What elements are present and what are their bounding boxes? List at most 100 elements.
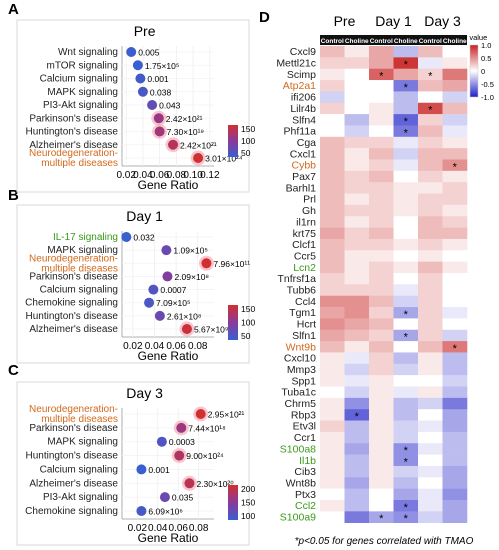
category-label: Calcium signaling: [40, 74, 118, 85]
heatmap-cell: [369, 227, 394, 240]
heatmap-cell: [369, 80, 394, 92]
p-value-label: 7.44×10¹⁸: [188, 423, 226, 433]
data-point: [184, 478, 195, 489]
heatmap-cell: [393, 465, 419, 478]
significance-star: *: [404, 456, 409, 468]
gene-label: ifi206: [291, 92, 316, 104]
data-point: [161, 245, 172, 256]
heatmap-cell: [418, 397, 443, 410]
gene-label: Hcrt: [297, 319, 316, 331]
gene-label: Mettl21c: [276, 58, 316, 70]
gene-label: Ptx3: [295, 489, 316, 501]
data-point: [159, 492, 170, 503]
data-point: [153, 113, 164, 124]
category-label: Alzheimer's disease: [29, 478, 118, 489]
heatmap-cell: [320, 431, 345, 444]
heatmap-cell: [442, 273, 468, 285]
x-tick-label: 0.04: [145, 341, 165, 352]
color-scale-tick: 0.5: [481, 54, 491, 63]
heatmap-cell: [369, 182, 394, 194]
gene-label: Ccl2: [295, 500, 316, 512]
heatmap-cell: [442, 465, 468, 478]
heatmap-cell: [369, 329, 394, 342]
gene-label: Barhl1: [286, 182, 317, 194]
column-label: Choline: [443, 38, 467, 45]
column-label: Control: [370, 38, 393, 45]
color-scale-tick: -1.0: [481, 93, 494, 102]
p-value-label: 5.67×10⁹: [194, 325, 229, 335]
heatmap-cell: [393, 295, 419, 308]
significance-star: *: [404, 127, 409, 139]
p-value-label: 2.09×10⁸: [174, 272, 209, 282]
heatmap-cell: [442, 409, 468, 421]
heatmap-cell: [418, 46, 443, 58]
significance-star: *: [404, 59, 409, 71]
data-point: [174, 450, 185, 461]
data-point: [195, 409, 206, 419]
p-value-label: 1.09×10⁵: [173, 246, 208, 256]
heatmap-cell: [418, 431, 443, 444]
heatmap-cell: [393, 397, 419, 410]
heatmap-cell: [320, 329, 345, 342]
heatmap-cell: [393, 148, 419, 160]
heatmap-cell: [344, 363, 370, 376]
legend-tick: 50: [241, 331, 251, 341]
category-label: Wnt signaling: [58, 47, 118, 58]
p-value-label: 7.30×10¹⁹: [167, 127, 205, 137]
heatmap-cell: [320, 170, 345, 183]
p-value-label: 6.09×10⁶: [148, 507, 182, 517]
heatmap-cell: [418, 341, 443, 353]
heatmap-cell: [369, 443, 394, 455]
heatmap-cell: [393, 307, 419, 319]
heatmap-cell: [393, 386, 419, 399]
heatmap-cell: [393, 68, 419, 81]
heatmap-cell: [344, 284, 370, 296]
color-scale-tick: -0.5: [481, 80, 494, 89]
heatmap-cell: [393, 261, 419, 274]
data-point: [135, 73, 146, 84]
panel-title: Pre: [134, 23, 156, 39]
heatmap-cell: [418, 57, 443, 69]
panel-label-a: A: [8, 1, 19, 18]
column-label: Choline: [345, 38, 369, 45]
heatmap-cell: [393, 250, 419, 262]
heatmap-cell: [344, 488, 370, 501]
category-label: Neurodegeneration-multiple diseases: [29, 148, 118, 169]
heatmap-cell: [320, 68, 345, 81]
heatmap-cell: [369, 307, 394, 319]
significance-star: *: [404, 513, 409, 525]
data-point: [162, 271, 173, 282]
heatmap-cell: [393, 511, 419, 523]
heatmap-cell: [369, 57, 394, 69]
legend-tick: 150: [241, 124, 255, 134]
x-tick-label: 0.02: [116, 170, 136, 181]
x-tick-label: 0.06: [150, 170, 170, 181]
heatmap-cell: [320, 511, 345, 523]
heatmap-cell: [418, 148, 443, 160]
gene-label: Cybb: [291, 160, 316, 172]
legend-tick: 100: [241, 511, 255, 521]
category-label: Calcium signaling: [40, 464, 118, 475]
heatmap-cell: [320, 204, 345, 217]
category-label: Chemokine signaling: [25, 298, 118, 309]
significance-star: *: [404, 332, 409, 344]
heatmap-cell: [442, 284, 468, 296]
heatmap-cell: [442, 488, 468, 501]
legend-tick: 150: [241, 304, 255, 314]
heatmap-cell: [393, 352, 419, 365]
heatmap-cell: [442, 125, 468, 138]
category-label: MAPK signaling: [47, 437, 118, 448]
heatmap-cell: [418, 238, 443, 251]
panel-label-d: D: [259, 9, 270, 26]
gene-label: Clcf1: [292, 239, 316, 251]
heatmap-cell: [320, 341, 345, 353]
heatmap-cell: [418, 465, 443, 478]
gene-label: Ccl4: [295, 296, 316, 308]
heatmap-cell: [393, 273, 419, 285]
significance-star: *: [404, 309, 409, 321]
heatmap-cell: [418, 125, 443, 138]
heatmap-cell: [320, 284, 345, 296]
heatmap-cell: [320, 159, 345, 172]
heatmap-cell: [369, 488, 394, 501]
